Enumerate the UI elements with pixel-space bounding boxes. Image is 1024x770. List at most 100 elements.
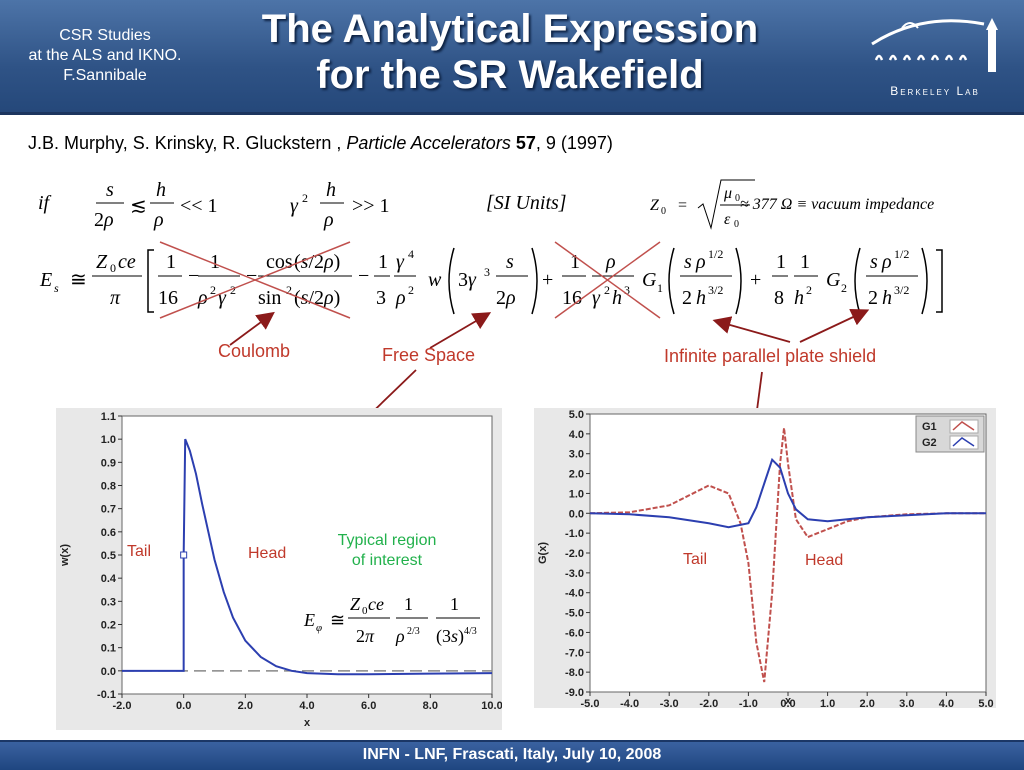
x-tick-label: -1.0 (739, 698, 758, 708)
y-tick-label: -0.1 (97, 689, 116, 701)
svg-text:w: w (428, 269, 442, 291)
svg-text:1: 1 (776, 251, 786, 273)
tail-label-right: Tail (683, 551, 708, 568)
svg-text:16: 16 (562, 287, 582, 309)
svg-text:sin: sin (258, 287, 281, 309)
y-tick-label: 0.3 (101, 596, 116, 608)
svg-text:2: 2 (210, 283, 216, 297)
svg-text:ρ: ρ (695, 251, 706, 273)
head-label-left: Head (248, 545, 287, 562)
y-tick-label: -4.0 (565, 588, 584, 600)
vacuum-impedance-text: ≈ 377 Ω ≡ vacuum impedance (740, 196, 935, 213)
x-tick-label: -4.0 (620, 698, 639, 708)
svg-text:−: − (188, 265, 199, 287)
shield-arrow-g1 (712, 316, 791, 343)
citation-authors: J.B. Murphy, S. Krinsky, R. Gluckstern , (28, 133, 347, 153)
svg-text:>> 1: >> 1 (352, 195, 390, 217)
header-subtitle-line: CSR Studies (59, 27, 151, 44)
y-tick-label: 0.7 (101, 504, 116, 516)
y-tick-label: -5.0 (565, 608, 584, 620)
svg-text:1/2: 1/2 (708, 247, 723, 261)
svg-text:≅: ≅ (330, 610, 345, 630)
x-tick-label: 5.0 (978, 698, 993, 708)
citation-volume: 57 (515, 133, 536, 153)
y-tick-label: -9.0 (565, 687, 584, 699)
condition-if: if (38, 192, 50, 214)
y-tick-label: 4.0 (569, 429, 584, 441)
x-axis-label: x (304, 717, 311, 729)
svg-text:ce: ce (368, 594, 384, 614)
svg-text:<< 1: << 1 (180, 195, 218, 217)
shield-arrow-g2 (799, 308, 870, 343)
svg-text:+: + (750, 269, 761, 291)
svg-text:ρ: ρ (605, 251, 616, 273)
header-subtitle: CSR Studies at the ALS and IKNO. F.Sanni… (0, 26, 210, 86)
svg-text:2π: 2π (356, 626, 375, 646)
footer-bar (0, 740, 1024, 770)
y-tick-label: 0.1 (101, 643, 116, 655)
y-tick-label: -1.0 (565, 528, 584, 540)
svg-text:γ: γ (218, 287, 227, 309)
y-tick-label: 0.0 (101, 666, 116, 678)
svg-text:ρ: ρ (395, 287, 406, 309)
y-tick-label: -6.0 (565, 627, 584, 639)
y-tick-label: -7.0 (565, 647, 584, 659)
svg-text:1: 1 (166, 251, 176, 273)
svg-text:ρ: ρ (153, 209, 164, 231)
svg-text:s: s (106, 179, 114, 201)
svg-text:2: 2 (604, 283, 610, 297)
svg-text:=: = (678, 197, 687, 214)
y-tick-label: 1.1 (101, 411, 116, 423)
legend-swatch (949, 435, 979, 450)
svg-text:ρ: ρ (881, 251, 892, 273)
svg-text:h: h (794, 287, 804, 309)
svg-text:3: 3 (376, 287, 386, 309)
cursor-marker (180, 551, 188, 559)
legend-swatch (949, 419, 979, 434)
x-tick-label: -2.0 (699, 698, 718, 708)
svg-text:E: E (303, 610, 315, 630)
svg-text:−: − (358, 265, 369, 287)
y-tick-label: 1.0 (569, 488, 584, 500)
svg-text:Z: Z (350, 594, 361, 614)
y-tick-label: 0.8 (101, 481, 116, 493)
svg-text:s: s (506, 251, 514, 273)
wake-series-line (122, 438, 493, 676)
svg-text:3: 3 (624, 283, 630, 297)
x-tick-label: 10.0 (481, 700, 502, 712)
svg-text:2ρ: 2ρ (94, 209, 114, 231)
y-tick-label: 0.9 (101, 457, 116, 469)
svg-text:1: 1 (210, 251, 220, 273)
svg-text:Z: Z (650, 197, 660, 214)
x-axis-label: x (785, 695, 792, 707)
y-tick-label: 5.0 (569, 409, 584, 421)
svg-text:s: s (870, 251, 878, 273)
svg-text:≅: ≅ (70, 269, 87, 291)
svg-text:ε: ε (724, 211, 731, 228)
svg-text:E: E (39, 269, 52, 291)
svg-text:ρ: ρ (323, 209, 334, 231)
legend-label: G2 (922, 437, 937, 449)
svg-text:8: 8 (774, 287, 784, 309)
berkeley-lab-logo-icon (871, 18, 998, 72)
svg-text:2: 2 (408, 283, 414, 297)
y-tick-label: -8.0 (565, 667, 584, 679)
y-tick-label: 0.6 (101, 527, 116, 539)
typical-region-line: of interest (351, 552, 423, 569)
x-tick-label: 4.0 (939, 698, 954, 708)
svg-text:3/2: 3/2 (894, 283, 909, 297)
y-axis-label: w(x) (59, 544, 71, 567)
citation-rest: , 9 (1997) (535, 133, 613, 153)
svg-text:s: s (684, 251, 692, 273)
x-tick-label: -2.0 (113, 700, 132, 712)
y-axis-label: G(x) (537, 542, 549, 564)
typical-region-line: Typical region (337, 532, 437, 549)
svg-text:1/2: 1/2 (894, 247, 909, 261)
svg-text:16: 16 (158, 287, 178, 309)
series-line-g2 (589, 457, 986, 529)
svg-text:4: 4 (408, 247, 414, 261)
svg-text:3/2: 3/2 (708, 283, 723, 297)
free-space-arrow (429, 312, 492, 349)
